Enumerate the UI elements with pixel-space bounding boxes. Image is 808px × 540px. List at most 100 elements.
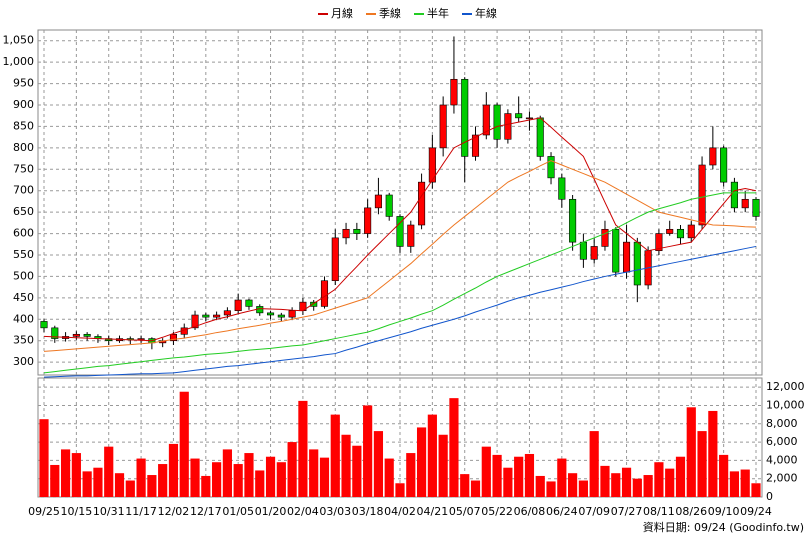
volume-bar	[621, 467, 632, 497]
volume-bar	[233, 464, 243, 497]
volume-bar	[222, 449, 232, 497]
ma-line	[43, 117, 757, 342]
volume-bar	[600, 465, 610, 497]
volume-bar	[125, 480, 135, 497]
y-tick-label: 1,050	[3, 34, 35, 47]
candle-body	[407, 224, 415, 247]
y-tick-label: 950	[13, 77, 34, 90]
candle-body	[428, 147, 436, 183]
candle-body	[666, 228, 674, 234]
volume-bar	[449, 398, 459, 497]
x-tick-label: 09/25	[28, 505, 60, 518]
candle-body	[245, 299, 253, 307]
volume-bar	[416, 427, 427, 497]
candle-body	[569, 198, 577, 243]
volume-bar	[373, 431, 384, 497]
candle-body	[450, 78, 458, 106]
x-tick-label: 02/04	[287, 505, 319, 518]
volume-bar	[352, 445, 362, 497]
candle-body	[288, 310, 296, 318]
volume-bar	[244, 453, 254, 497]
candle-body	[202, 314, 210, 318]
candle-body	[601, 228, 609, 247]
volume-bar	[60, 449, 71, 497]
x-tick-label: 10/31	[93, 505, 125, 518]
candle-body	[698, 164, 706, 226]
x-tick-label: 03/18	[352, 505, 384, 518]
candle-body	[590, 246, 598, 260]
volume-bar	[719, 454, 729, 497]
volume-bar	[460, 474, 470, 497]
candle-body	[374, 194, 382, 209]
x-tick-label: 12/17	[190, 505, 222, 518]
x-tick-label: 05/22	[481, 505, 513, 518]
volume-bar	[114, 473, 125, 497]
candle-body	[418, 181, 426, 226]
candle-body	[223, 310, 231, 316]
volume-bar	[363, 405, 373, 497]
candle-body	[256, 306, 264, 314]
volume-bar	[589, 431, 599, 497]
volume-bar	[255, 470, 265, 497]
y-tick-label: 2,000	[766, 472, 798, 485]
volume-bar	[643, 475, 653, 497]
footer: 資料日期: 09/24 (Goodinfo.tw)	[643, 520, 804, 534]
y-tick-label: 6,000	[766, 435, 798, 448]
volume-bar	[190, 458, 200, 497]
y-tick-label: 550	[13, 248, 34, 261]
candle-body	[40, 321, 48, 329]
candle-body	[515, 113, 523, 119]
y-tick-label: 0	[766, 490, 773, 503]
volume-bar	[158, 464, 168, 497]
legend-label: 半年	[427, 6, 449, 20]
volume-bar	[309, 449, 319, 497]
volume-bar	[93, 467, 103, 497]
volume-bar	[136, 458, 146, 497]
volume-bar	[265, 456, 276, 497]
volume-bar	[524, 453, 535, 497]
candle-body	[320, 280, 329, 307]
x-tick-label: 07/27	[611, 505, 643, 518]
volume-bar	[654, 462, 664, 497]
volume-bar	[276, 462, 286, 497]
y-tick-label: 600	[13, 227, 34, 240]
y-tick-label: 500	[13, 269, 34, 282]
volume-bar	[201, 475, 211, 497]
volume-bar	[729, 471, 740, 497]
x-tick-label: 08/11	[643, 505, 675, 518]
volume-bar	[665, 468, 675, 497]
volume-bar	[611, 473, 621, 497]
x-tick-label: 06/24	[546, 505, 578, 518]
volume-bar	[82, 471, 92, 497]
legend-label: 月線	[331, 6, 353, 20]
volume-bar	[503, 467, 513, 497]
candle-body	[331, 237, 339, 282]
y-tick-label: 400	[13, 312, 34, 325]
candle-body	[385, 194, 393, 217]
volume-bar	[50, 464, 60, 497]
candle-body	[353, 228, 361, 234]
candle-body	[525, 117, 533, 120]
y-tick-label: 1,000	[3, 55, 35, 68]
candle-body	[213, 314, 221, 318]
candle-body	[633, 241, 641, 286]
candle-body	[579, 241, 587, 260]
candle-body	[51, 327, 59, 339]
x-tick-label: 06/08	[514, 505, 546, 518]
candle-body	[504, 113, 512, 140]
volume-bar	[319, 457, 330, 497]
x-tick-label: 04/21	[417, 505, 449, 518]
x-tick-label: 08/26	[675, 505, 707, 518]
volume-bar	[427, 414, 437, 497]
volume-bar	[535, 475, 545, 497]
volume-bar	[330, 414, 340, 497]
volume-bar	[514, 456, 524, 497]
candle-body	[482, 104, 490, 136]
candle-body	[752, 198, 760, 217]
volume-bar	[384, 458, 394, 497]
candle-body	[709, 147, 717, 166]
volume-bar	[470, 480, 481, 497]
candle-body	[471, 134, 480, 157]
